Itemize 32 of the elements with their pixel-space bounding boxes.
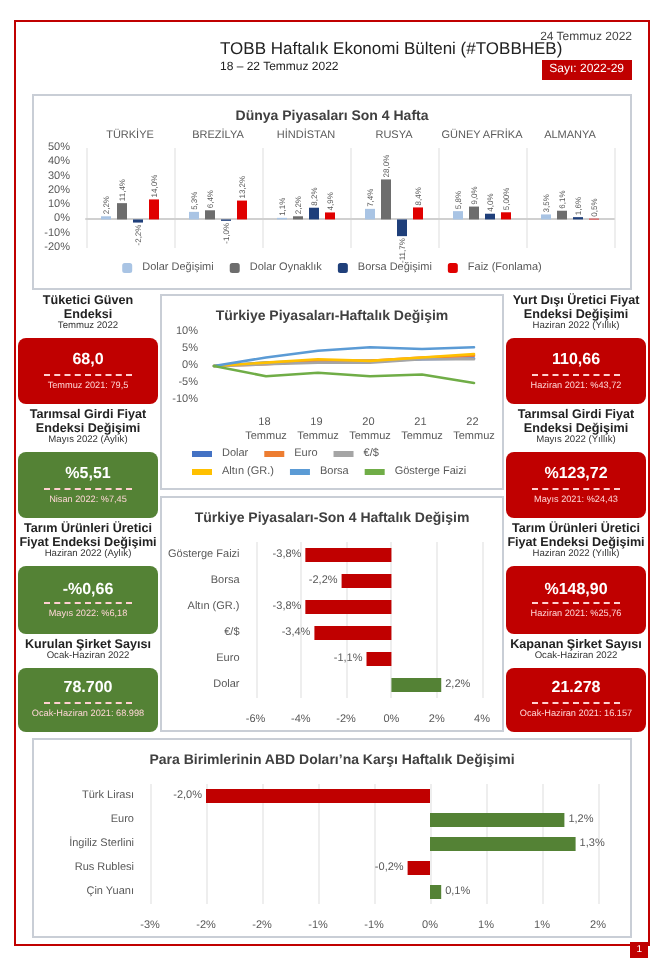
text: %5,51 xyxy=(65,464,111,484)
bar xyxy=(430,813,565,827)
text: 68,0 xyxy=(72,350,104,370)
text: 110,66 xyxy=(551,350,601,370)
bar xyxy=(205,210,215,220)
text: TOBB Haftalık Ekonomi Bülteni (#TOBBHEB) xyxy=(220,38,563,58)
bar xyxy=(430,885,442,899)
bar xyxy=(469,206,479,220)
bar xyxy=(413,207,423,220)
bar xyxy=(397,219,407,237)
text: 21.278 xyxy=(551,678,601,699)
text: -%0,66 xyxy=(62,579,114,599)
bar xyxy=(149,199,159,220)
bar xyxy=(453,211,463,220)
text: %123,72 xyxy=(544,464,608,484)
bar xyxy=(501,212,511,220)
bar xyxy=(381,179,391,220)
bar xyxy=(430,837,576,851)
bar xyxy=(237,200,247,220)
text: 78.700 xyxy=(63,678,113,699)
bar xyxy=(365,208,375,220)
line-series xyxy=(212,346,476,368)
bar xyxy=(206,789,430,803)
bar xyxy=(189,211,199,220)
bar xyxy=(325,212,335,220)
text: %148,90 xyxy=(544,579,608,599)
bar xyxy=(309,207,319,220)
line-series xyxy=(212,364,476,385)
bar xyxy=(541,214,551,220)
bar xyxy=(407,861,430,875)
bar xyxy=(117,203,127,220)
bar xyxy=(557,210,567,220)
